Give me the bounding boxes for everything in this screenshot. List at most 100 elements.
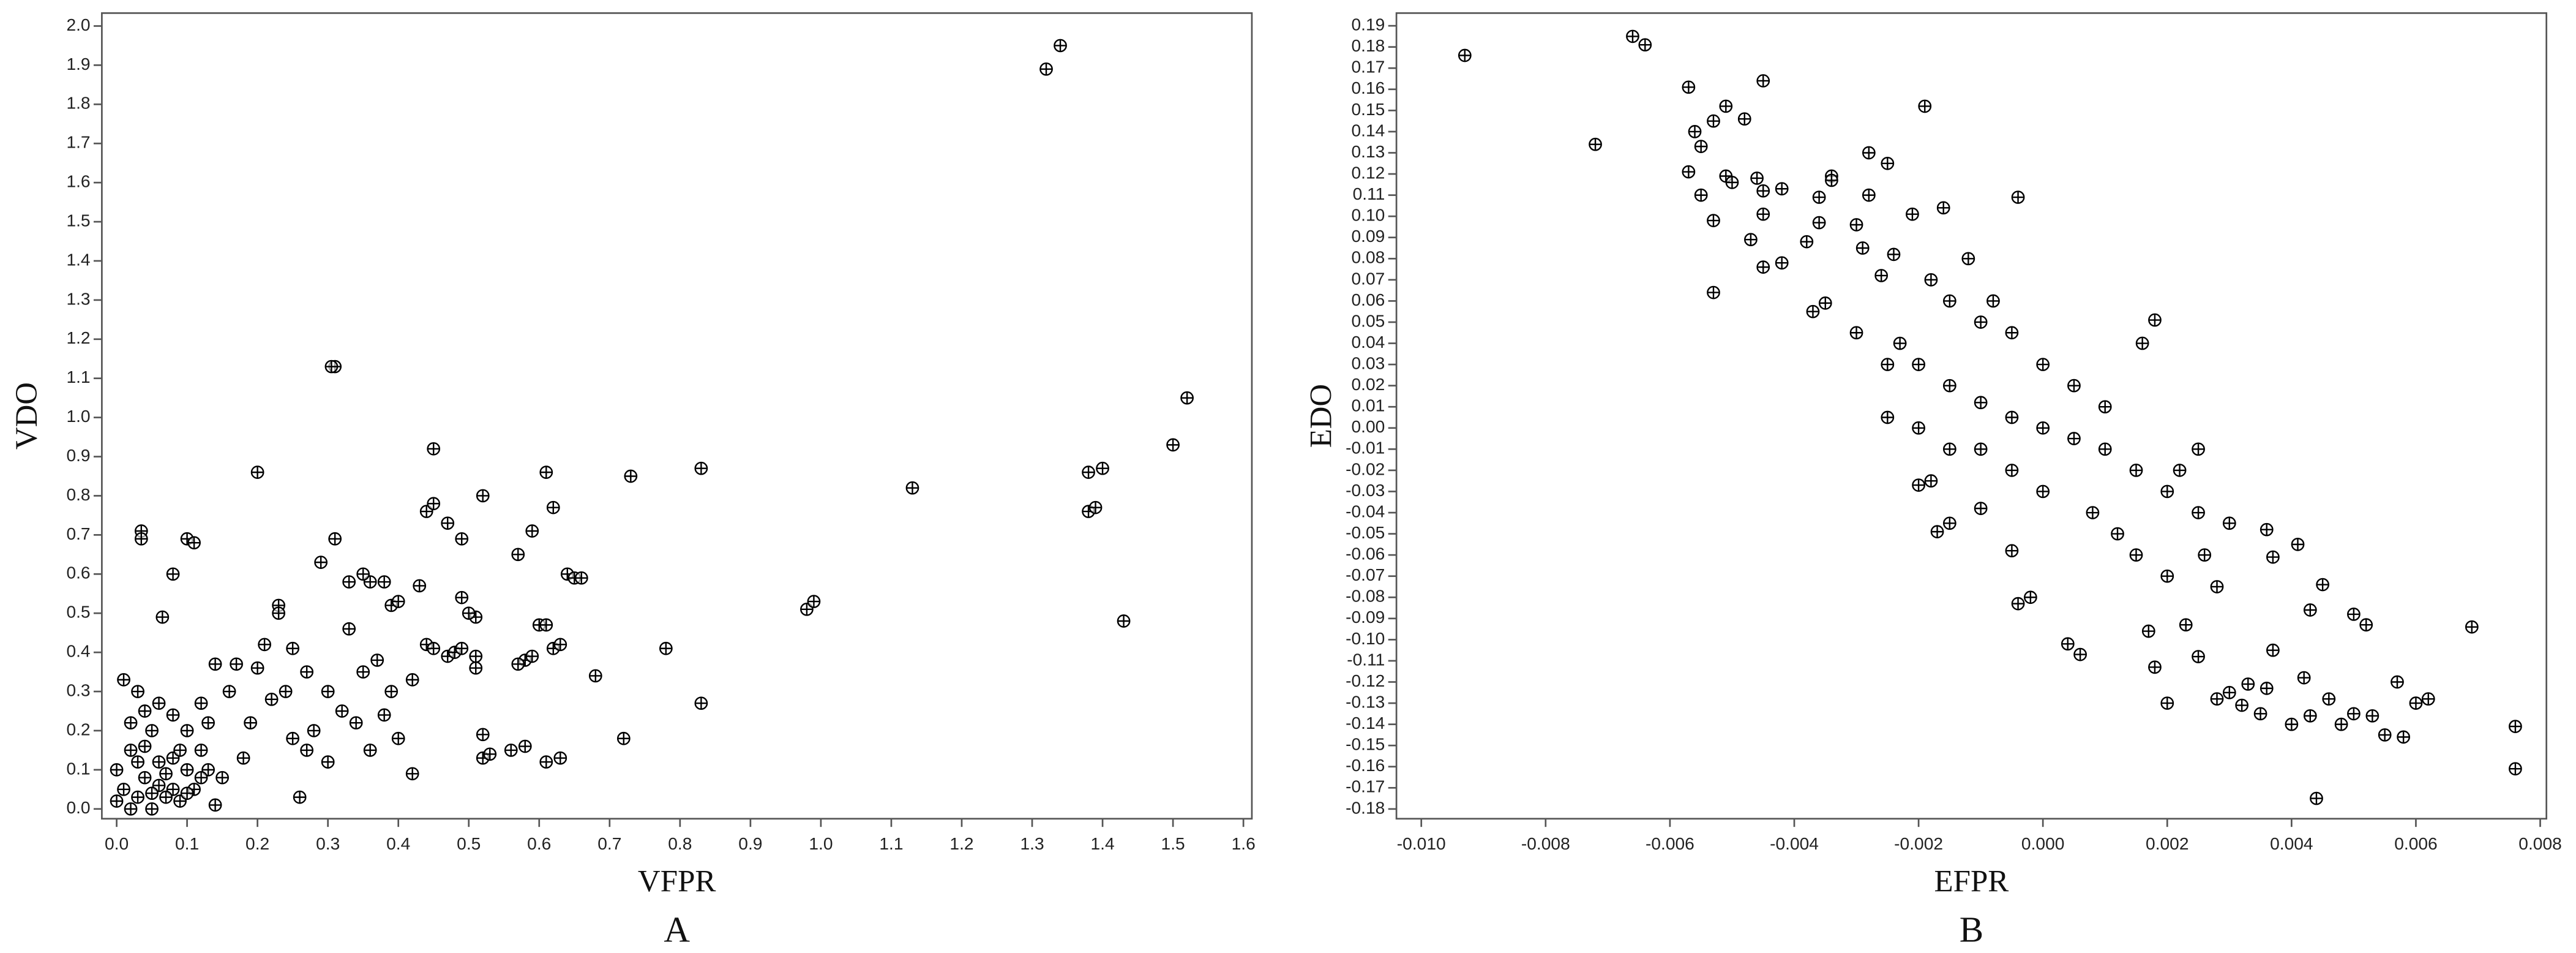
- x-tick-label: 0.0: [105, 834, 129, 853]
- y-tick-label: -0.08: [1346, 587, 1385, 606]
- y-tick-label: -0.10: [1346, 629, 1385, 648]
- point: [1756, 207, 1770, 221]
- point: [208, 798, 222, 812]
- point: [2347, 608, 2361, 621]
- point: [1756, 260, 1770, 274]
- y-tick-label: -0.02: [1346, 459, 1385, 478]
- y-tick-label: 0.1: [66, 759, 90, 778]
- point: [2148, 660, 2162, 674]
- y-tick-label: 0.4: [66, 642, 90, 661]
- point: [1756, 184, 1770, 198]
- point: [1974, 502, 1988, 515]
- y-tick-label: 0.12: [1352, 164, 1385, 183]
- point: [1812, 190, 1826, 204]
- x-tick-label: 0.8: [668, 834, 692, 853]
- x-tick-label: 0.004: [2270, 834, 2313, 853]
- point: [155, 610, 170, 624]
- point: [2409, 696, 2423, 710]
- point: [145, 786, 159, 800]
- y-tick-label: 0.10: [1352, 206, 1385, 225]
- point: [1874, 269, 1889, 282]
- point: [356, 567, 370, 581]
- point: [1912, 421, 1925, 435]
- x-tick-label: 0.1: [175, 834, 199, 853]
- point: [2334, 717, 2348, 731]
- point: [370, 654, 384, 667]
- point: [1039, 62, 1053, 76]
- point: [2148, 313, 2162, 327]
- y-tick-label: 0.02: [1352, 375, 1385, 394]
- y-tick-label: 0.18: [1352, 36, 1385, 55]
- x-tick-label: 0.6: [527, 834, 551, 853]
- point: [413, 579, 427, 593]
- point: [1775, 256, 1789, 270]
- point: [2061, 637, 2075, 651]
- point: [2129, 548, 2143, 562]
- point: [2222, 685, 2236, 699]
- y-tick-label: 2.0: [66, 15, 90, 34]
- point: [476, 728, 490, 742]
- point: [588, 669, 602, 683]
- point: [504, 744, 518, 757]
- point: [321, 755, 335, 769]
- point: [314, 556, 328, 569]
- point: [511, 548, 525, 562]
- x-axis-label: EFPR: [1934, 864, 2009, 898]
- point: [2266, 550, 2280, 564]
- point: [159, 790, 173, 804]
- point: [328, 532, 342, 546]
- point: [2253, 707, 2267, 721]
- y-tick-label: 0.07: [1352, 269, 1385, 288]
- point: [2421, 692, 2435, 706]
- point: [539, 465, 553, 479]
- point: [391, 731, 405, 745]
- y-tick-label: 0.04: [1352, 333, 1385, 352]
- point: [230, 657, 243, 671]
- point: [2067, 379, 2081, 393]
- y-tick-label: -0.06: [1346, 544, 1385, 563]
- y-tick-label: 0.15: [1352, 100, 1385, 119]
- x-tick-label: 0.2: [245, 834, 269, 853]
- x-tick-label: 1.2: [949, 834, 973, 853]
- y-tick-label: 0.14: [1352, 121, 1385, 140]
- point: [124, 744, 138, 757]
- point: [2509, 720, 2522, 733]
- point: [427, 641, 441, 655]
- y-tick-label: -0.15: [1346, 735, 1385, 754]
- point: [469, 661, 483, 675]
- point: [905, 481, 919, 495]
- point: [173, 744, 187, 757]
- x-tick-label: -0.002: [1894, 834, 1943, 853]
- point: [134, 532, 148, 546]
- y-axis-label: EDO: [1305, 384, 1339, 448]
- point: [222, 685, 236, 698]
- point: [152, 755, 166, 769]
- panel-label: B: [1960, 910, 1983, 950]
- point: [2160, 696, 2174, 710]
- x-tick-label: 1.6: [1232, 834, 1256, 853]
- point: [2160, 569, 2174, 583]
- point: [2222, 516, 2236, 530]
- point: [377, 708, 391, 722]
- point: [1800, 235, 1814, 249]
- point: [258, 638, 271, 652]
- point: [2260, 522, 2274, 537]
- point: [1918, 99, 1932, 113]
- y-tick-label: -0.16: [1346, 756, 1385, 775]
- point: [525, 649, 539, 663]
- y-tick-label: 1.6: [66, 172, 90, 191]
- point: [441, 516, 455, 530]
- point: [1638, 38, 1652, 52]
- y-tick-label: 1.4: [66, 250, 90, 269]
- point: [1756, 74, 1770, 88]
- point: [2192, 650, 2205, 663]
- point: [194, 696, 208, 710]
- point: [1930, 525, 1944, 538]
- y-tick-label: 1.0: [66, 407, 90, 426]
- y-tick-label: -0.13: [1346, 693, 1385, 712]
- point: [2316, 578, 2329, 592]
- point: [455, 641, 469, 655]
- x-tick-label: 0.9: [738, 834, 762, 853]
- point: [321, 685, 335, 698]
- point: [2067, 432, 2081, 445]
